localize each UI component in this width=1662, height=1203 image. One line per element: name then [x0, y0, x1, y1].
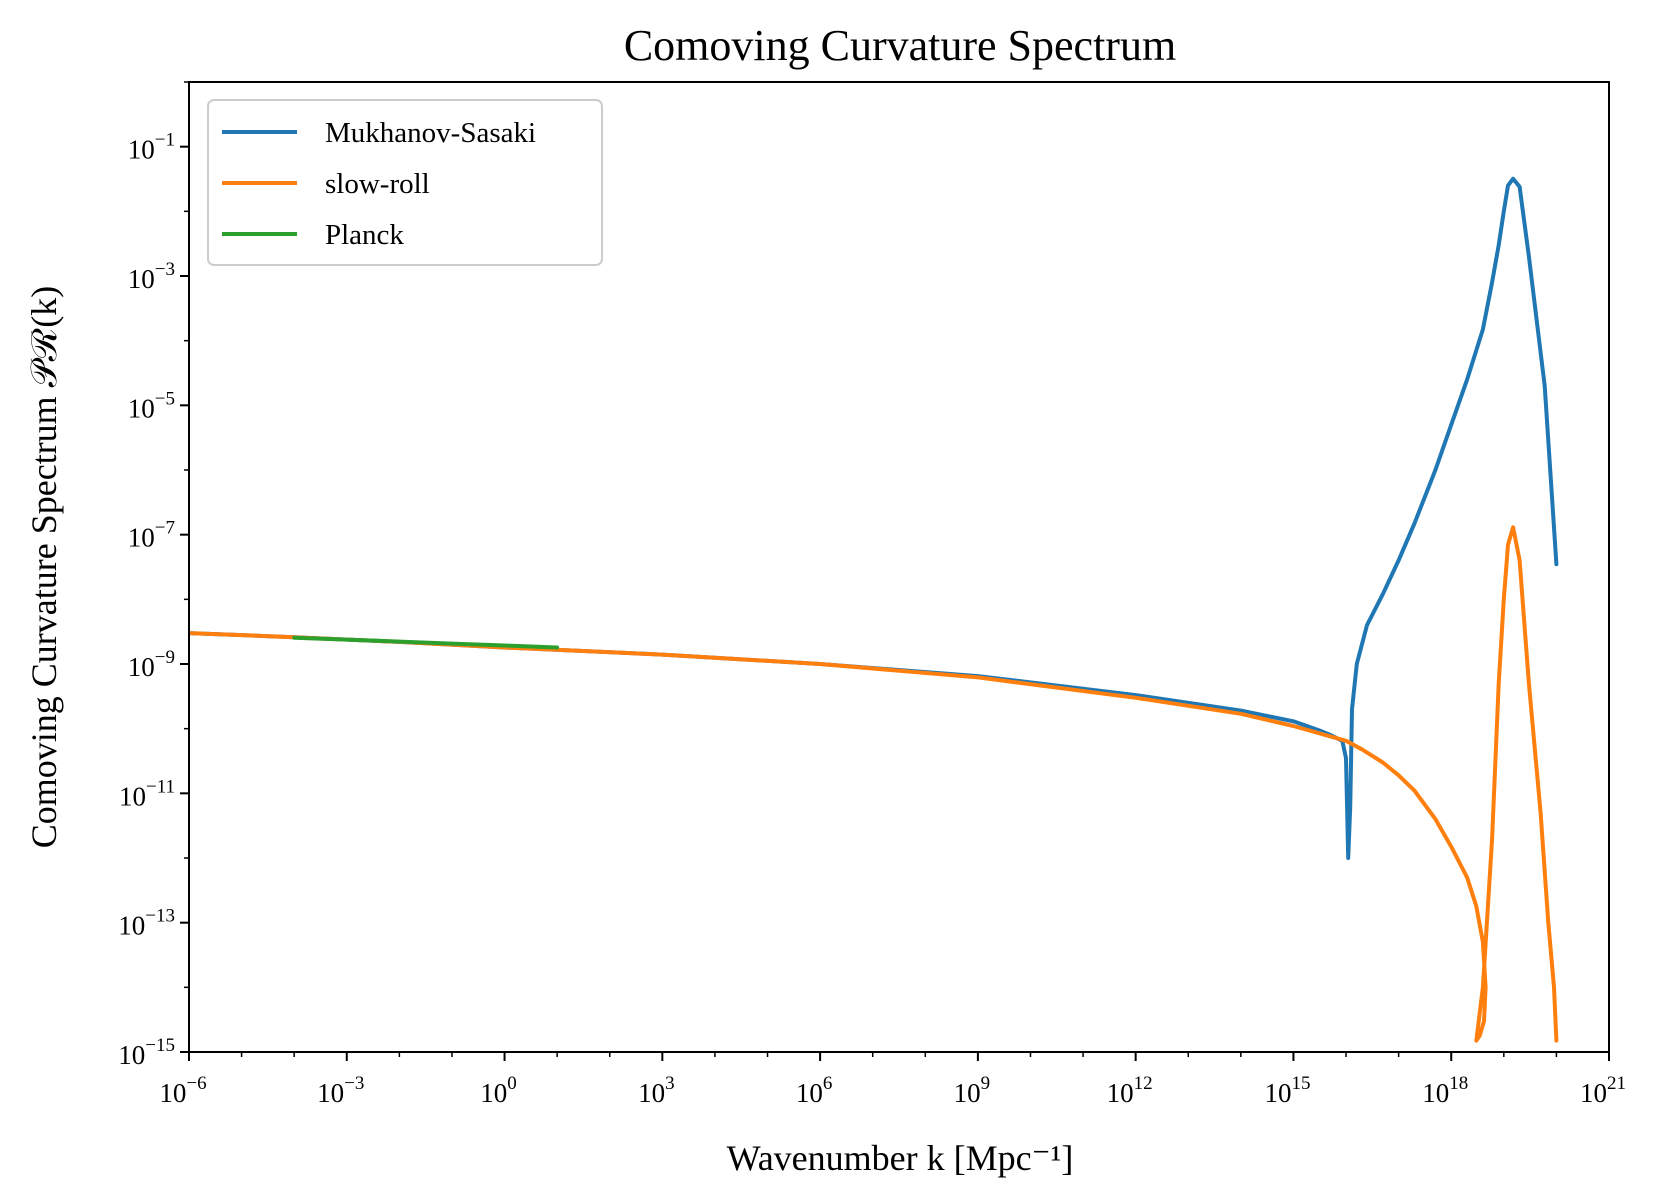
plot-frame [188, 81, 1610, 1053]
y-tick-label-exponent: −7 [155, 518, 175, 539]
x-tick-label-base: 10 [954, 1078, 981, 1108]
x-tick-label: 1021 [1580, 1073, 1626, 1108]
y-tick-label: 10−9 [128, 647, 175, 682]
legend-label: Mukhanov-Sasaki [325, 117, 536, 149]
x-tick-label: 1015 [1264, 1073, 1310, 1108]
y-axis-label: Comoving Curvature Spectrum 𝒫ℛ(k) [24, 286, 64, 849]
y-tick-label: 10−5 [128, 388, 175, 423]
chart-title: Comoving Curvature Spectrum [624, 21, 1176, 70]
x-tick-label-exponent: 21 [1607, 1073, 1626, 1094]
x-tick-label: 109 [954, 1073, 991, 1108]
x-tick-label-exponent: 9 [981, 1073, 991, 1094]
series-line-slow-roll [189, 525, 1559, 1043]
x-tick-label-base: 10 [1264, 1078, 1291, 1108]
y-tick-label: 10−15 [118, 1035, 175, 1070]
x-tick-label-exponent: 15 [1291, 1073, 1310, 1094]
y-tick-label-base: 10 [128, 264, 155, 294]
x-tick-label: 10−6 [159, 1073, 206, 1108]
x-tick-label-base: 10 [1107, 1078, 1134, 1108]
y-tick-label: 10−11 [119, 776, 175, 811]
legend: Mukhanov-Sasaki slow-roll Planck [207, 99, 603, 266]
y-tick-label-base: 10 [118, 911, 145, 941]
x-tick-label-base: 10 [796, 1078, 823, 1108]
series-line-planck [292, 635, 560, 650]
x-tick-label-base: 10 [159, 1078, 186, 1108]
y-tick-label-exponent: −9 [155, 647, 175, 668]
x-tick-label-exponent: 18 [1449, 1073, 1468, 1094]
y-tick-label-exponent: −15 [145, 1035, 175, 1056]
y-tick-label-exponent: −5 [155, 388, 175, 409]
y-tick-label: 10−7 [128, 518, 175, 553]
x-tick-label: 1012 [1107, 1073, 1153, 1108]
x-tick-label: 100 [480, 1073, 517, 1108]
legend-label: slow-roll [325, 168, 430, 200]
y-tick-label-base: 10 [128, 135, 155, 165]
y-tick-label: 10−3 [128, 259, 175, 294]
y-tick-label: 10−13 [118, 906, 175, 941]
series-layer [189, 176, 1559, 1043]
x-tick-label-base: 10 [480, 1078, 507, 1108]
legend-label: Planck [325, 219, 404, 251]
x-tick-label-exponent: −3 [344, 1073, 364, 1094]
x-tick-label-base: 10 [638, 1078, 665, 1108]
x-tick-label-exponent: 0 [507, 1073, 517, 1094]
x-tick-label-exponent: 6 [823, 1073, 833, 1094]
y-tick-label-exponent: −1 [155, 130, 175, 151]
x-axis: 10−6 10−3 100 103 106 109 1012 1015 1018 1021 [159, 1052, 1626, 1108]
y-tick-label-exponent: −11 [146, 776, 175, 797]
x-tick-label-exponent: 3 [665, 1073, 675, 1094]
y-tick-label-base: 10 [118, 1040, 145, 1070]
y-tick-label-exponent: −3 [155, 259, 175, 280]
x-tick-label-base: 10 [317, 1078, 344, 1108]
y-tick-label: 10−1 [128, 130, 175, 165]
y-tick-label-base: 10 [128, 523, 155, 553]
y-tick-label-base: 10 [119, 781, 146, 811]
x-tick-label-exponent: 12 [1134, 1073, 1153, 1094]
x-tick-label: 10−3 [317, 1073, 364, 1108]
legend-box [207, 99, 603, 266]
x-tick-label: 1018 [1422, 1073, 1468, 1108]
x-tick-label-exponent: −6 [186, 1073, 206, 1094]
y-tick-label-base: 10 [128, 652, 155, 682]
y-tick-label-base: 10 [128, 393, 155, 423]
y-tick-label-exponent: −13 [145, 906, 175, 927]
x-tick-label: 103 [638, 1073, 675, 1108]
x-tick-label-base: 10 [1580, 1078, 1607, 1108]
x-tick-label: 106 [796, 1073, 833, 1108]
x-axis-label: Wavenumber k [Mpc⁻¹] [727, 1138, 1074, 1178]
x-tick-label-base: 10 [1422, 1078, 1449, 1108]
